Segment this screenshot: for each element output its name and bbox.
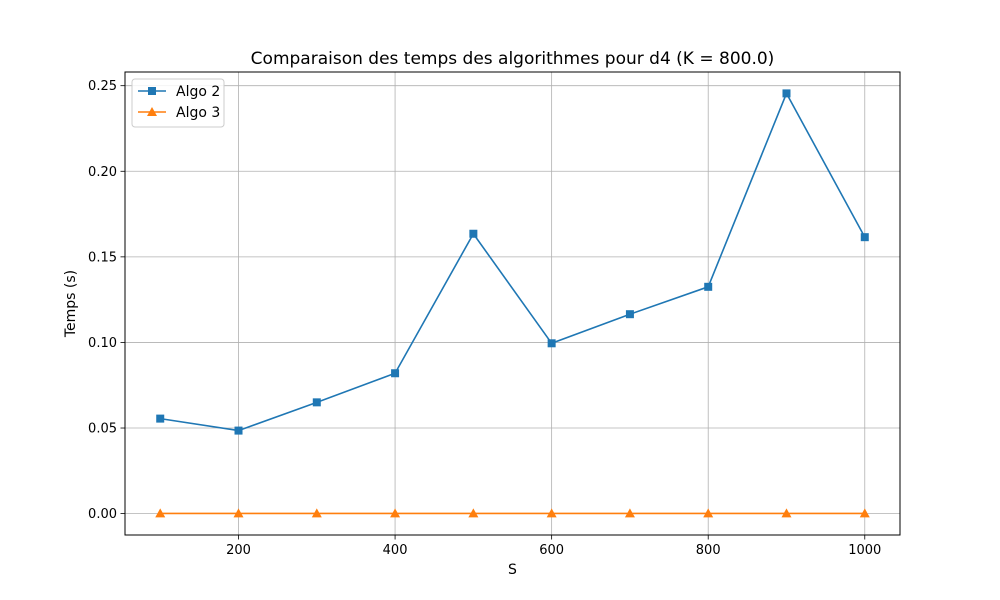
data-point bbox=[860, 233, 869, 242]
x-tick-label: 600 bbox=[539, 543, 564, 558]
data-point bbox=[156, 414, 165, 423]
legend: Algo 2 Algo 3 bbox=[131, 78, 225, 128]
series-algo-2 bbox=[156, 89, 869, 435]
data-point bbox=[155, 508, 166, 518]
plot-area bbox=[124, 71, 901, 536]
data-point bbox=[391, 369, 400, 378]
legend-label: Algo 3 bbox=[176, 105, 220, 121]
y-tick-label: 0.20 bbox=[88, 165, 117, 180]
x-tick-label: 1000 bbox=[848, 543, 881, 558]
y-tick-label: 0.00 bbox=[88, 507, 117, 522]
data-point bbox=[704, 282, 713, 291]
legend-swatch-marker bbox=[148, 87, 156, 95]
data-point bbox=[233, 508, 244, 518]
data-point bbox=[546, 508, 557, 518]
y-tick-label: 0.05 bbox=[88, 422, 117, 437]
x-axis-title: S bbox=[508, 562, 517, 578]
x-tick-label: 400 bbox=[383, 543, 408, 558]
x-tick-label: 800 bbox=[696, 543, 721, 558]
axis-ticks: 200 400 600 800 1000 0.00 0.05 0.10 0.15 0.20 0.25 bbox=[88, 79, 881, 558]
data-point bbox=[468, 508, 479, 518]
series-algo-3 bbox=[155, 508, 870, 518]
data-point bbox=[547, 339, 556, 348]
legend-label: Algo 2 bbox=[176, 84, 220, 100]
chart-title: Comparaison des temps des algorithmes po… bbox=[251, 49, 775, 69]
data-point bbox=[625, 310, 634, 319]
data-point bbox=[311, 508, 322, 518]
data-point bbox=[859, 508, 870, 518]
y-tick-label: 0.10 bbox=[88, 336, 117, 351]
legend-swatch-marker bbox=[147, 107, 157, 116]
data-point bbox=[234, 426, 243, 435]
x-tick-label: 200 bbox=[226, 543, 251, 558]
legend-item: Algo 3 bbox=[138, 105, 220, 121]
data-point bbox=[469, 229, 478, 238]
data-point bbox=[782, 89, 791, 98]
data-point bbox=[703, 508, 714, 518]
y-tick-label: 0.25 bbox=[88, 79, 117, 94]
series-layer bbox=[155, 89, 870, 518]
data-point bbox=[781, 508, 792, 518]
legend-item: Algo 2 bbox=[138, 84, 220, 100]
y-tick-label: 0.15 bbox=[88, 250, 117, 265]
data-point bbox=[624, 508, 635, 518]
y-axis-title: Temps (s) bbox=[63, 270, 79, 338]
series-line bbox=[160, 91, 866, 432]
data-point bbox=[390, 508, 401, 518]
data-point bbox=[312, 398, 321, 407]
grid bbox=[125, 72, 900, 535]
